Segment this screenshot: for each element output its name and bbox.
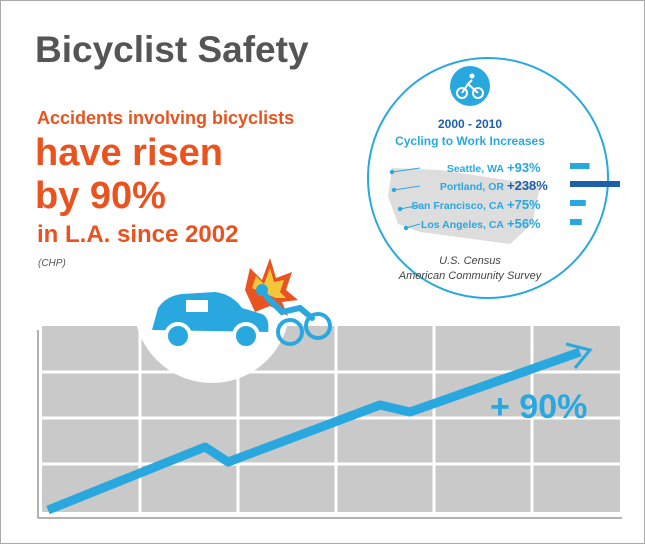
graph-label: + 90%	[490, 388, 587, 426]
headline-line: by 90%	[35, 175, 166, 217]
city-bar	[570, 181, 620, 187]
crash-illustration	[134, 227, 332, 383]
city-dot	[389, 169, 395, 175]
leader-line	[393, 185, 421, 191]
city-name: Portland, OR	[440, 181, 505, 193]
headline-source: (CHP)	[38, 258, 66, 269]
city-dot	[403, 225, 409, 231]
leader-line	[405, 223, 421, 229]
city-dot	[391, 187, 397, 193]
city-name: Seattle, WA	[447, 163, 505, 175]
city-bar	[570, 219, 582, 225]
us-map	[388, 168, 540, 244]
inset-source: U.S. Census	[439, 255, 501, 267]
inset-source: American Community Survey	[398, 270, 543, 282]
city-bar	[570, 163, 590, 169]
headline-line: Accidents involving bicyclists	[37, 108, 294, 128]
headline-line: in L.A. since 2002	[37, 221, 238, 248]
city-value: +93%	[507, 160, 541, 175]
inset-period: 2000 - 2010	[438, 117, 502, 131]
city-name: San Francisco, CA	[411, 200, 504, 212]
trend-line	[46, 347, 582, 515]
city-dot	[397, 206, 403, 212]
trend-arrow	[565, 342, 593, 369]
bike-icon	[450, 66, 490, 106]
city-value: +238%	[507, 178, 548, 193]
inset-title: Cycling to Work Increases	[395, 134, 545, 148]
city-name: Los Angeles, CA	[421, 219, 504, 231]
headline-line: have risen	[35, 132, 223, 174]
title: Bicyclist Safety	[35, 29, 309, 70]
city-list: Seattle, WA +93%Portland, OR +238%San Fran…	[389, 160, 620, 231]
city-bar	[570, 200, 586, 206]
city-value: +75%	[507, 197, 541, 212]
leader-line	[399, 204, 421, 210]
city-value: +56%	[507, 216, 541, 231]
leader-line	[391, 167, 421, 173]
